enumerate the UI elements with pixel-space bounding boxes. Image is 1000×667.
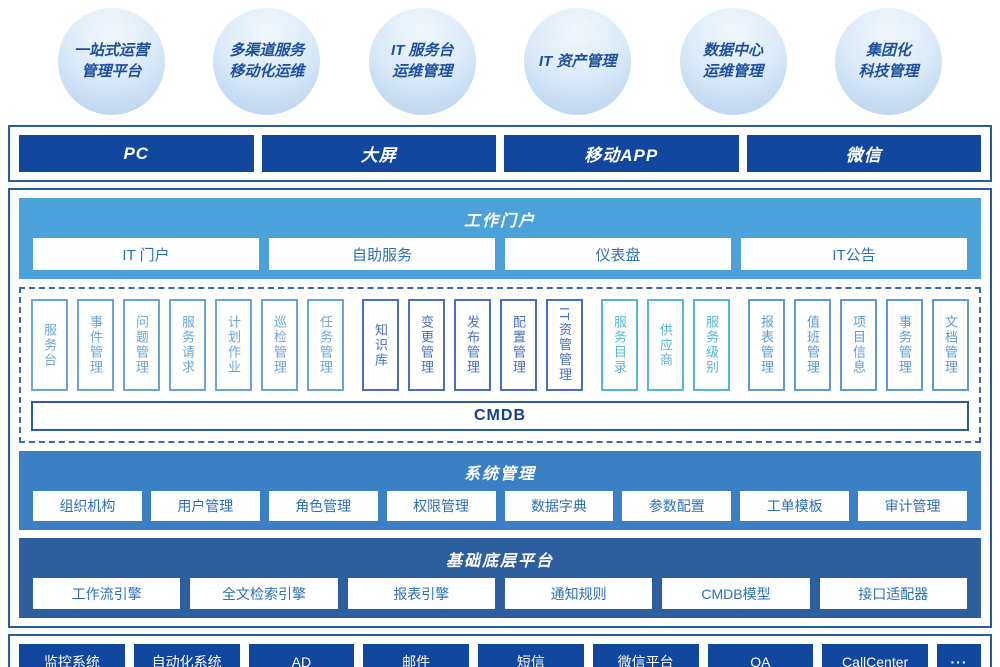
system-item-permission-mgmt: 权限管理 bbox=[386, 491, 496, 521]
integration-email: 邮件 bbox=[363, 644, 469, 667]
integration-automation-system: 自动化系统 bbox=[133, 644, 240, 667]
bubble-one-stop-platform: 一站式运营 管理平台 bbox=[58, 7, 165, 115]
module-task-mgmt: 任务管理 bbox=[307, 299, 344, 391]
module-affairs-mgmt: 事务管理 bbox=[886, 299, 923, 391]
module-report-mgmt: 报表管理 bbox=[748, 299, 785, 391]
integration-sms: 短信 bbox=[478, 644, 584, 667]
module-problem-mgmt: 问题管理 bbox=[123, 299, 160, 391]
integration-callcenter: CallCenter bbox=[822, 644, 928, 667]
module-document-mgmt: 文档管理 bbox=[932, 299, 969, 391]
module-group-itsm-core: 服务台 事件管理 问题管理 服务请求 计划作业 巡检管理 任务管理 bbox=[31, 299, 344, 391]
work-portal-title: 工作门户 bbox=[463, 213, 536, 230]
module-service-desk: 服务台 bbox=[31, 299, 68, 391]
bubble-it-asset-mgmt: IT 资产管理 bbox=[524, 7, 632, 115]
bubble-label: IT 资产管理 bbox=[538, 52, 617, 70]
base-item-cmdb-model: CMDB模型 bbox=[662, 578, 810, 609]
module-service-request: 服务请求 bbox=[169, 299, 206, 391]
base-item-fulltext-search-engine: 全文检索引擎 bbox=[190, 578, 338, 609]
module-service-level: 服务级别 bbox=[693, 299, 730, 391]
module-change-mgmt: 变更管理 bbox=[408, 299, 445, 391]
bubble-label: 集团化 科技管理 bbox=[858, 42, 919, 80]
channel-bigscreen: 大屏 bbox=[261, 135, 496, 172]
system-mgmt-band: 系统管理 组织机构 用户管理 角色管理 权限管理 数据字典 参数配置 工单模板 … bbox=[19, 451, 981, 530]
module-group-knowledge-change: 知识库 变更管理 发布管理 配置管理 IT资管管理 bbox=[362, 299, 583, 391]
capability-bubbles-row: 一站式运营 管理平台 多渠道服务 移动化运维 IT 服务台 运维管理 IT 资产… bbox=[0, 0, 1000, 122]
channel-pc: PC bbox=[19, 135, 254, 172]
system-mgmt-title: 系统管理 bbox=[463, 466, 536, 483]
work-portal-items: IT 门户 自助服务 仪表盘 IT公告 bbox=[33, 238, 967, 270]
bubble-label: 多渠道服务 移动化运维 bbox=[229, 42, 305, 80]
base-platform-title: 基础底层平台 bbox=[445, 553, 554, 570]
system-item-audit-mgmt: 审计管理 bbox=[858, 491, 967, 521]
module-group-reporting-docs: 报表管理 值班管理 项目信息 事务管理 文档管理 bbox=[748, 299, 969, 391]
integrations-layer: 监控系统 自动化系统 AD 邮件 短信 微信平台 OA CallCenter ·… bbox=[8, 634, 992, 667]
channels-layer: PC 大屏 移动APP 微信 bbox=[8, 125, 992, 182]
channel-wechat: 微信 bbox=[746, 135, 981, 172]
portal-item-it-portal: IT 门户 bbox=[33, 238, 259, 270]
portal-item-dashboard: 仪表盘 bbox=[505, 238, 731, 270]
system-mgmt-items: 组织机构 用户管理 角色管理 权限管理 数据字典 参数配置 工单模板 审计管理 bbox=[33, 491, 967, 521]
bubble-group-tech-mgmt: 集团化 科技管理 bbox=[834, 7, 942, 115]
integration-ad: AD bbox=[248, 644, 355, 667]
module-release-mgmt: 发布管理 bbox=[454, 299, 491, 391]
cmdb-bar: CMDB bbox=[31, 401, 969, 431]
bubble-label: 数据中心 运维管理 bbox=[703, 42, 764, 80]
modules-row: 服务台 事件管理 问题管理 服务请求 计划作业 巡检管理 任务管理 知识库 变更… bbox=[31, 299, 969, 391]
system-item-data-dictionary: 数据字典 bbox=[504, 491, 614, 521]
bubble-it-servicedesk: IT 服务台 运维管理 bbox=[368, 7, 476, 115]
module-service-catalog: 服务目录 bbox=[601, 299, 638, 391]
module-inspection-mgmt: 巡检管理 bbox=[261, 299, 298, 391]
process-modules-box: 服务台 事件管理 问题管理 服务请求 计划作业 巡检管理 任务管理 知识库 变更… bbox=[19, 287, 981, 443]
module-project-info: 项目信息 bbox=[840, 299, 877, 391]
system-item-ticket-template: 工单模板 bbox=[740, 491, 850, 521]
integration-monitoring-system: 监控系统 bbox=[19, 644, 125, 667]
module-duty-mgmt: 值班管理 bbox=[794, 299, 831, 391]
module-supplier: 供应商 bbox=[647, 299, 684, 391]
module-knowledge-base: 知识库 bbox=[362, 299, 399, 391]
portal-item-it-announcement: IT公告 bbox=[741, 238, 967, 270]
module-it-asset-mgmt: IT资管管理 bbox=[546, 299, 583, 391]
bubble-label: IT 服务台 运维管理 bbox=[391, 42, 454, 80]
system-item-role-mgmt: 角色管理 bbox=[268, 491, 378, 521]
system-item-user-mgmt: 用户管理 bbox=[150, 491, 260, 521]
base-item-workflow-engine: 工作流引擎 bbox=[33, 578, 181, 609]
work-portal-band: 工作门户 IT 门户 自助服务 仪表盘 IT公告 bbox=[19, 198, 981, 279]
base-item-interface-adapter: 接口适配器 bbox=[819, 578, 967, 609]
base-platform-band: 基础底层平台 工作流引擎 全文检索引擎 报表引擎 通知规则 CMDB模型 接口适… bbox=[19, 538, 981, 618]
channel-mobile-app: 移动APP bbox=[504, 135, 739, 172]
integration-oa: OA bbox=[707, 644, 814, 667]
bubble-label: 一站式运营 管理平台 bbox=[73, 42, 149, 80]
module-config-mgmt: 配置管理 bbox=[500, 299, 537, 391]
base-item-notification-rules: 通知规则 bbox=[504, 578, 653, 609]
platform-container: 工作门户 IT 门户 自助服务 仪表盘 IT公告 服务台 事件管理 问题管理 服… bbox=[8, 188, 992, 628]
base-platform-items: 工作流引擎 全文检索引擎 报表引擎 通知规则 CMDB模型 接口适配器 bbox=[33, 578, 967, 609]
channels-row: PC 大屏 移动APP 微信 bbox=[19, 135, 981, 172]
portal-item-self-service: 自助服务 bbox=[269, 238, 495, 270]
integration-wechat-platform: 微信平台 bbox=[592, 644, 699, 667]
integrations-row: 监控系统 自动化系统 AD 邮件 短信 微信平台 OA CallCenter ·… bbox=[19, 644, 981, 667]
module-scheduled-jobs: 计划作业 bbox=[215, 299, 252, 391]
module-group-service-catalog: 服务目录 供应商 服务级别 bbox=[601, 299, 730, 391]
module-incident-mgmt: 事件管理 bbox=[77, 299, 114, 391]
base-item-report-engine: 报表引擎 bbox=[347, 578, 495, 609]
system-item-parameter-config: 参数配置 bbox=[622, 491, 732, 521]
system-item-org-structure: 组织机构 bbox=[33, 491, 142, 521]
bubble-multichannel-ops: 多渠道服务 移动化运维 bbox=[213, 7, 321, 115]
bubble-datacenter-ops: 数据中心 运维管理 bbox=[679, 7, 787, 115]
integration-more-ellipsis: ··· bbox=[937, 644, 981, 667]
